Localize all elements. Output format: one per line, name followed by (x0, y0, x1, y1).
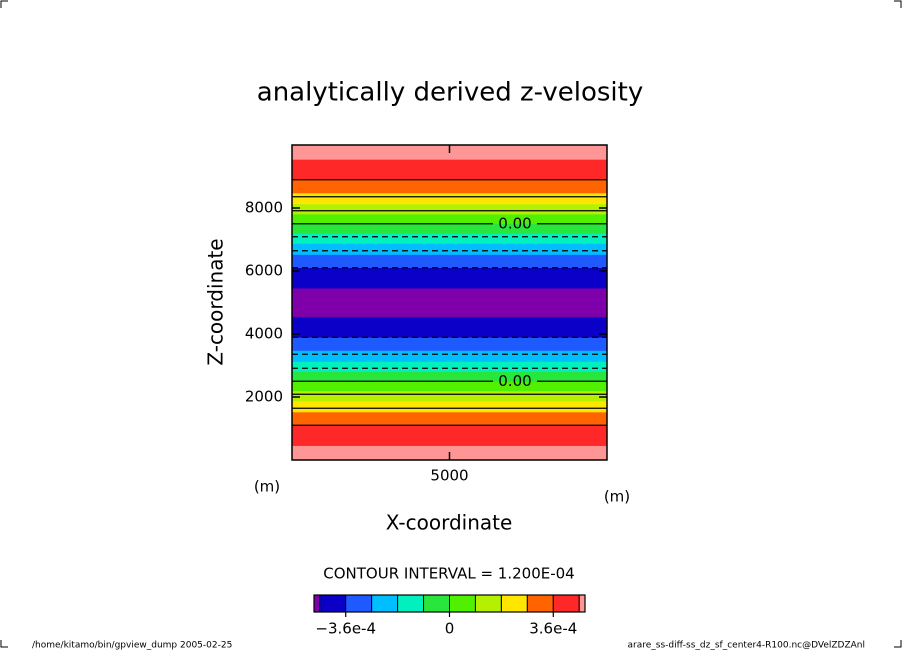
contour-band (292, 262, 607, 269)
contour-band (292, 365, 607, 372)
colorbar-tick-label: 0 (445, 620, 455, 638)
contour-band (292, 336, 607, 343)
contour-band (292, 341, 607, 351)
contour-band (292, 159, 607, 162)
corner-mark (894, 640, 902, 648)
contour-band (292, 176, 607, 181)
contour-band (292, 267, 607, 272)
colorbar-cell (423, 594, 450, 613)
contour-band (292, 349, 607, 351)
colorbar-cell (449, 594, 476, 613)
contour-band (292, 254, 607, 264)
contour-band (292, 316, 607, 319)
chart-title: analytically derived z-velosity (257, 78, 643, 108)
contour-band (292, 223, 607, 232)
y-axis-label: Z-coordinate (204, 238, 228, 365)
contour-band (292, 179, 607, 185)
corner-mark (0, 0, 8, 8)
contour-band (292, 443, 607, 446)
contour-band (292, 357, 607, 362)
contour-band (292, 317, 607, 327)
colorbar-cell (397, 594, 425, 613)
contour-band (292, 396, 607, 402)
contour-band (292, 168, 607, 177)
contour-band (292, 278, 607, 288)
colorbar-tick-label: 3.6e-4 (529, 620, 577, 638)
x-axis-unit: (m) (604, 488, 630, 506)
contour-band (292, 184, 607, 193)
contour-band (292, 371, 607, 374)
colorbar-cell (371, 594, 399, 613)
contour-band (292, 325, 607, 335)
contour-band (292, 239, 607, 244)
contour-band (292, 199, 607, 205)
colorbar-cell (500, 594, 528, 613)
contour-band (292, 420, 607, 426)
contour-band (292, 388, 607, 392)
contour-band (292, 231, 607, 234)
corner-mark (894, 0, 902, 8)
contour-band (292, 270, 607, 280)
contour-band (292, 428, 607, 437)
contour-band (292, 286, 607, 289)
contour-band (292, 294, 607, 303)
contour-band (292, 152, 607, 160)
colorbar-tick-label: −3.6e-4 (315, 620, 376, 638)
contour-band (292, 233, 607, 240)
contour-band (292, 243, 607, 248)
contour-label: 0.00 (498, 372, 531, 390)
contour-band (292, 203, 607, 209)
y-axis-unit: (m) (254, 478, 280, 496)
contour-band (292, 302, 607, 311)
colorbar-cell (319, 594, 347, 613)
contour-band (292, 247, 607, 255)
y-tick-label: 2000 (245, 388, 283, 406)
contour-band (292, 380, 607, 390)
corner-mark (0, 640, 8, 648)
y-tick-label: 6000 (245, 262, 283, 280)
contour-band (292, 411, 607, 414)
contour-band (292, 373, 607, 382)
y-tick-label: 8000 (245, 199, 283, 217)
colorbar-cell (474, 594, 502, 613)
contour-band (292, 310, 607, 318)
colorbar-cell (526, 594, 554, 613)
contour-band (292, 445, 607, 453)
contour-band (292, 436, 607, 445)
x-tick-label: 5000 (430, 467, 468, 485)
contour-band (292, 287, 607, 295)
contour-band (292, 361, 607, 366)
contour-band (292, 333, 607, 338)
contour-band (292, 400, 607, 406)
contour-band (292, 412, 607, 421)
contour-band (292, 350, 607, 358)
x-axis-label: X-coordinate (386, 511, 513, 535)
contour-band (292, 254, 607, 256)
footer-left: /home/kitamo/bin/gpview_dump 2005-02-25 (32, 641, 232, 651)
contour-band (292, 191, 607, 194)
contour-interval: CONTOUR INTERVAL = 1.200E-04 (323, 565, 574, 583)
contour-band (292, 215, 607, 225)
colorbar-cell (345, 594, 373, 613)
contour-band (292, 213, 607, 217)
contour-band (292, 160, 607, 169)
contour-label: 0.00 (498, 214, 531, 232)
colorbar-cell (552, 594, 580, 613)
y-tick-label: 4000 (245, 325, 283, 343)
footer-right: arare_ss-diff-ss_dz_sf_center4-R100.nc@D… (628, 641, 866, 651)
colorbar-cell (578, 594, 586, 613)
contour-band (292, 424, 607, 429)
colorbar-cell (313, 594, 321, 613)
